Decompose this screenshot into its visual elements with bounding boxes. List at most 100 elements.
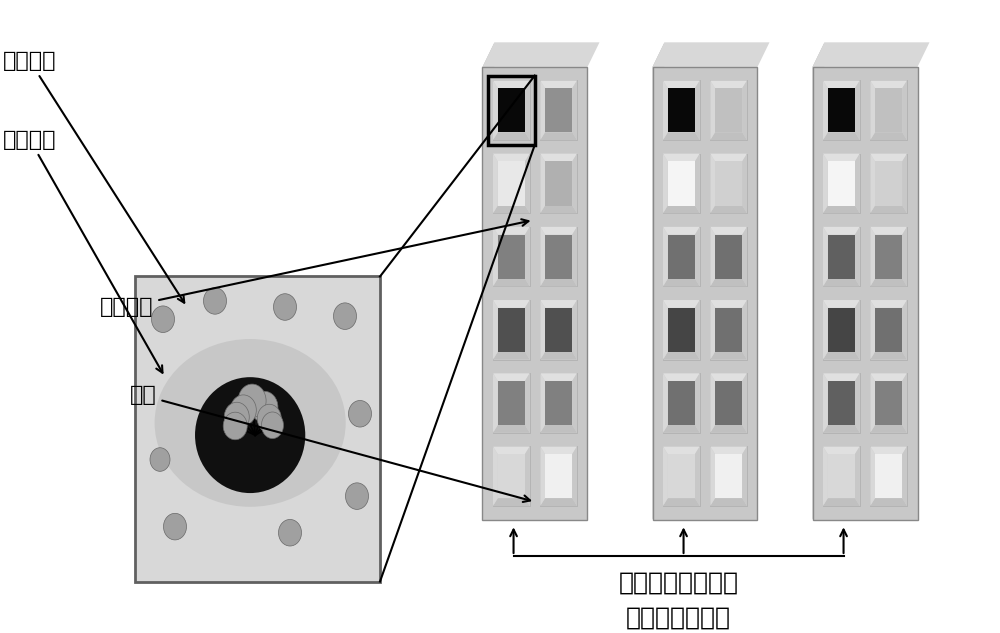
Polygon shape [870,300,875,360]
Polygon shape [525,227,530,287]
Polygon shape [663,132,700,140]
Polygon shape [540,154,577,213]
Polygon shape [710,425,747,433]
Polygon shape [493,132,530,140]
Polygon shape [663,373,668,433]
Polygon shape [823,300,860,360]
Polygon shape [828,88,855,132]
Polygon shape [870,227,907,287]
Polygon shape [663,154,700,161]
Ellipse shape [150,448,170,472]
Polygon shape [715,381,742,425]
Polygon shape [668,308,695,352]
Polygon shape [715,235,742,279]
Polygon shape [902,80,907,140]
Polygon shape [663,80,700,88]
Polygon shape [540,154,545,213]
Polygon shape [663,227,668,287]
Polygon shape [742,80,747,140]
Ellipse shape [349,401,372,427]
Polygon shape [493,300,530,308]
Polygon shape [572,227,577,287]
Polygon shape [823,154,860,161]
Polygon shape [668,161,695,206]
Polygon shape [828,381,855,425]
Polygon shape [823,80,860,140]
Polygon shape [823,154,860,213]
Polygon shape [828,308,855,352]
Polygon shape [572,446,577,506]
Polygon shape [695,373,700,433]
Polygon shape [710,279,747,287]
Ellipse shape [155,339,346,507]
Polygon shape [540,373,577,433]
Polygon shape [870,132,907,140]
Polygon shape [498,454,525,498]
Polygon shape [663,206,700,213]
Text: 基板: 基板 [130,385,530,502]
Polygon shape [695,300,700,360]
Polygon shape [663,300,700,360]
Polygon shape [823,300,828,360]
Polygon shape [902,373,907,433]
Polygon shape [812,42,824,520]
Polygon shape [823,446,860,454]
Ellipse shape [251,391,278,423]
Polygon shape [715,308,742,352]
Polygon shape [545,454,572,498]
Polygon shape [742,300,747,360]
Polygon shape [545,381,572,425]
Polygon shape [540,373,577,381]
Polygon shape [823,206,860,213]
Polygon shape [540,425,577,433]
Polygon shape [875,308,902,352]
Polygon shape [525,80,530,140]
Polygon shape [823,352,860,360]
Ellipse shape [224,402,249,432]
Polygon shape [663,154,668,213]
Polygon shape [493,80,530,88]
Polygon shape [870,279,907,287]
Polygon shape [870,373,907,381]
Polygon shape [493,498,530,506]
Polygon shape [652,42,769,67]
Polygon shape [715,161,742,206]
Polygon shape [540,446,577,506]
Polygon shape [855,300,860,360]
Polygon shape [870,373,907,433]
Polygon shape [710,132,747,140]
Polygon shape [540,446,545,506]
Polygon shape [572,373,577,433]
Text: 产自同一个批次: 产自同一个批次 [626,605,731,629]
Polygon shape [870,227,875,287]
Polygon shape [823,425,860,433]
Polygon shape [695,154,700,213]
Polygon shape [710,206,747,213]
Polygon shape [710,154,747,161]
Polygon shape [823,446,828,506]
Polygon shape [870,446,875,506]
Polygon shape [870,80,907,88]
Polygon shape [902,300,907,360]
Polygon shape [823,373,860,433]
Polygon shape [710,80,747,140]
Polygon shape [870,300,907,308]
Polygon shape [482,42,494,520]
Polygon shape [663,80,668,140]
Polygon shape [493,300,498,360]
Polygon shape [875,235,902,279]
Polygon shape [855,154,860,213]
Polygon shape [870,373,875,433]
Polygon shape [525,300,530,360]
Polygon shape [663,227,700,235]
Polygon shape [545,308,572,352]
Polygon shape [540,154,577,161]
Polygon shape [540,227,577,287]
Polygon shape [870,446,907,454]
Polygon shape [870,446,907,506]
Polygon shape [493,154,498,213]
Polygon shape [663,227,700,287]
Polygon shape [135,277,380,582]
Polygon shape [828,235,855,279]
Polygon shape [715,88,742,132]
